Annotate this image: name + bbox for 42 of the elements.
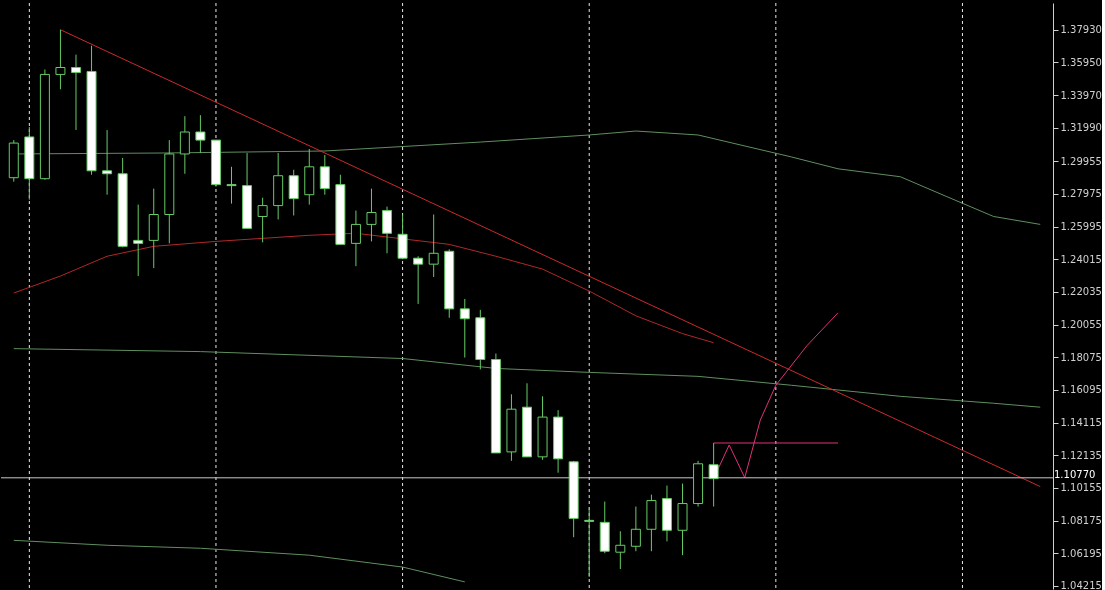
candlestick [257,197,268,243]
candlestick [428,214,439,278]
candlestick [584,507,595,578]
candlestick [102,129,113,196]
candlestick [630,506,641,552]
line-series [13,348,1041,408]
candlestick [350,210,361,267]
candlestick [366,188,377,242]
ref-line-label: 1.10770 [1054,468,1096,480]
y-tick-label: 1.24015 [1060,253,1102,265]
candlestick [226,166,237,205]
y-tick-label: 1.14115 [1060,417,1102,429]
y-tick-label: 1.22035 [1060,286,1102,298]
candlestick [70,54,81,131]
y-tick-label: 1.25995 [1060,221,1102,233]
y-tick-label: 1.06195 [1060,547,1102,559]
y-tick-label: 1.20055 [1060,319,1102,331]
candlestick [133,204,144,277]
y-tick-label: 1.08175 [1060,515,1102,527]
candlestick [55,29,66,90]
y-tick-label: 1.31990 [1060,122,1102,134]
y-tick-label: 1.37930 [1060,24,1102,36]
candlestick [615,530,626,570]
y-tick-label: 1.12135 [1060,449,1102,461]
candlestick [397,214,408,260]
y-tick-label: 1.27975 [1060,188,1102,200]
candlestick [708,442,719,508]
y-tick-label: 1.35950 [1060,56,1102,68]
candlestick [319,154,330,196]
candlestick [382,206,393,254]
y-tick-label: 1.10155 [1060,482,1102,494]
y-tick-label: 1.29955 [1060,155,1102,167]
candlestick [459,298,470,359]
y-tick-label: 1.04215 [1060,580,1102,590]
y-tick-label: 1.33970 [1060,89,1102,101]
candlestick [179,115,190,175]
y-tick-label: 1.18075 [1060,351,1102,363]
line-series [13,539,466,583]
y-tick-label: 1.16095 [1060,384,1102,396]
candlestick [413,255,424,305]
candlestick [195,114,206,154]
candlestick [288,169,299,216]
